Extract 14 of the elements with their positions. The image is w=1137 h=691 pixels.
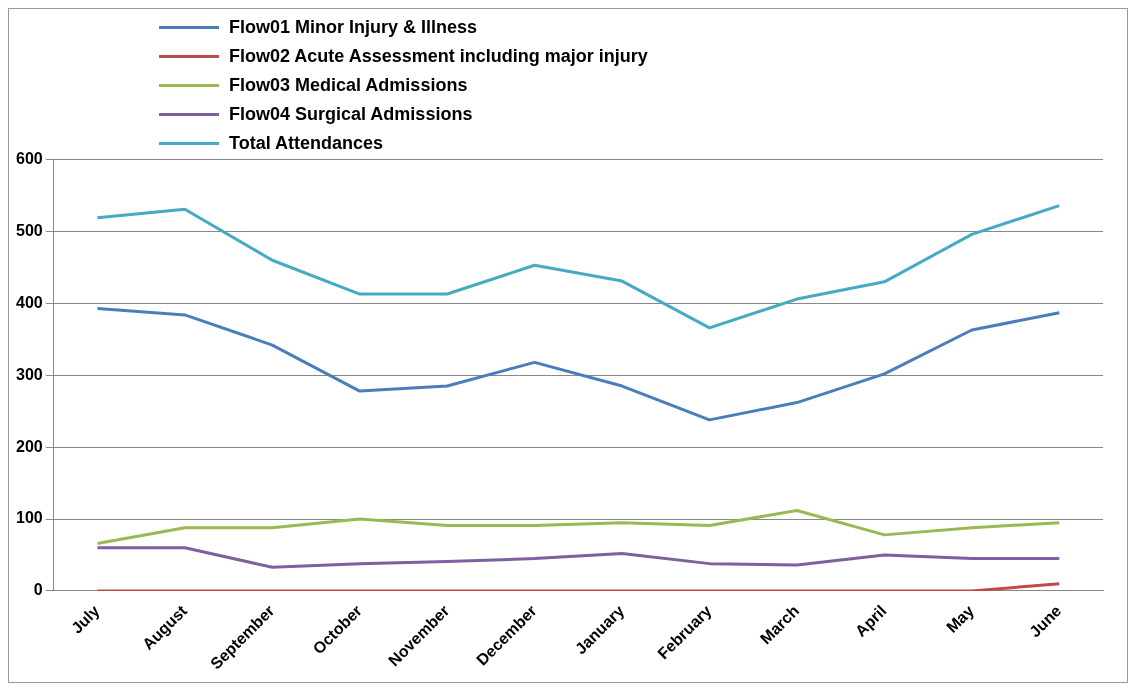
legend-label: Flow01 Minor Injury & Illness [229, 17, 478, 38]
y-tick-label: 500 [15, 221, 43, 239]
legend-label: Flow03 Medical Admissions [229, 75, 468, 96]
y-tick-label: 0 [33, 581, 43, 599]
y-tick-label: 400 [15, 293, 43, 311]
y-tick-label: 300 [15, 365, 43, 383]
y-tick-label: 600 [15, 150, 43, 168]
y-tick-label: 200 [15, 437, 43, 455]
y-tick-label: 100 [15, 509, 43, 527]
x-tick-label: May [943, 601, 978, 636]
x-tick-label: July [67, 601, 103, 637]
legend-label: Total Attendances [229, 133, 384, 154]
legend-label: Flow04 Surgical Admissions [229, 104, 473, 125]
legend-label: Flow02 Acute Assessment including major injury [229, 46, 648, 67]
